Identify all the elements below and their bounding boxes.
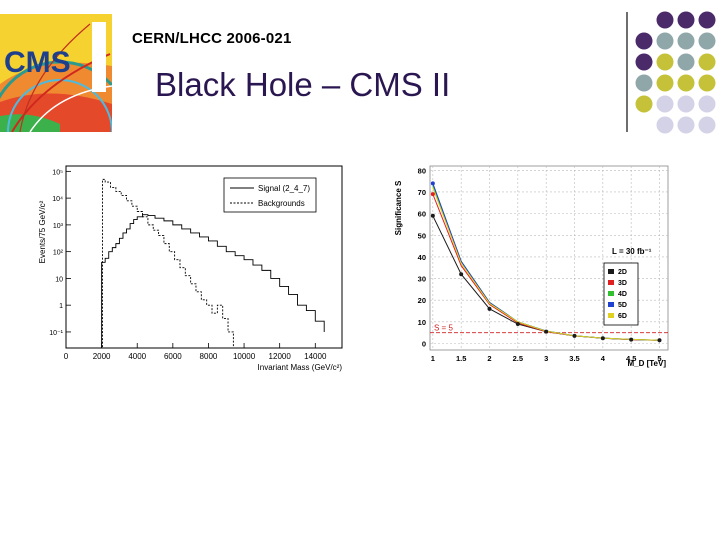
x-tick-label: 2: [487, 354, 491, 363]
report-id: CERN/LHCC 2006-021: [132, 30, 292, 47]
invariant-mass-chart: 10⁻¹ 1 10 10² 10³ 10⁴ 10⁵ 0 2000 4000 6000 8000 100…: [38, 165, 343, 372]
data-point: [487, 306, 492, 311]
divider-line: [626, 12, 628, 132]
x-axis-label: Invariant Mass (GeV/c²): [258, 363, 343, 372]
y-axis-label: Significance S: [394, 180, 403, 235]
y-tick-label: 10: [418, 318, 426, 327]
data-point: [629, 337, 634, 342]
x-tick-label: 2.5: [513, 354, 523, 363]
decorative-dot: [656, 11, 674, 29]
decorative-dot: [656, 53, 674, 71]
decorative-dot: [698, 74, 716, 92]
y-tick-label: 30: [418, 275, 426, 284]
y-tick-label: 0: [422, 340, 426, 349]
decorative-dot: [698, 11, 716, 29]
decorative-dot-grid: [635, 11, 716, 134]
y-tick-label: 10⁵: [52, 169, 63, 176]
y-tick-label: 50: [418, 231, 426, 240]
data-point: [430, 181, 435, 186]
threshold-label: S = 5: [434, 324, 453, 333]
decorative-dot: [656, 95, 674, 113]
y-tick-label: 10³: [53, 223, 64, 230]
x-tick-label: 4000: [128, 352, 146, 361]
y-tick-label: 40: [418, 253, 426, 262]
legend-swatch: [608, 280, 614, 285]
decorative-dot: [656, 116, 674, 134]
legend-swatch: [608, 269, 614, 274]
legend-entry: 4D: [618, 291, 627, 298]
x-tick-label: 2000: [93, 352, 111, 361]
slide-title: Black Hole – CMS II: [155, 66, 451, 103]
decorative-dot: [698, 32, 716, 50]
decorative-dot: [635, 53, 653, 71]
decorative-dot: [635, 74, 653, 92]
legend: 2D 3D 4D 5D 6D: [603, 262, 639, 326]
y-tick-label: 1: [59, 303, 63, 310]
x-tick-label: 6000: [164, 352, 182, 361]
decorative-dot: [677, 32, 695, 50]
decorative-dot: [656, 74, 674, 92]
data-point: [600, 336, 605, 341]
x-tick-label: 10000: [233, 352, 256, 361]
legend-entry: 2D: [618, 269, 627, 276]
legend-swatch: [608, 291, 614, 296]
x-tick-label: 8000: [200, 352, 218, 361]
decorative-dot: [677, 95, 695, 113]
x-tick-label: 4.5: [626, 354, 636, 363]
decorative-dot: [698, 116, 716, 134]
decorative-dot: [656, 32, 674, 50]
data-point: [430, 213, 435, 218]
series-backgrounds: [99, 178, 234, 349]
data-point: [657, 338, 662, 343]
y-tick-label: 10: [55, 276, 63, 283]
luminosity-label: L = 30 fb⁻¹: [612, 247, 652, 256]
cms-logo: CMS: [0, 14, 112, 132]
significance-chart: 0 10 20 30 40 50 60 70 80 1 1.5 2 2.5 3 3.5 4 4.5 5 S = …: [394, 165, 669, 368]
data-point: [459, 272, 464, 277]
x-tick-label: 14000: [304, 352, 327, 361]
x-tick-label: 5: [657, 354, 661, 363]
legend-signal: Signal (2_4_7): [258, 184, 310, 193]
legend-swatch: [608, 302, 614, 307]
decorative-dot: [698, 53, 716, 71]
series-signal: [99, 214, 325, 349]
x-tick-label: 12000: [269, 352, 292, 361]
y-axis-label: Events/75 GeV/c²: [38, 200, 47, 263]
legend-backgrounds: Backgrounds: [258, 199, 305, 208]
logo-text: CMS: [4, 46, 71, 79]
data-point: [430, 192, 435, 197]
y-tick-label: 20: [418, 296, 426, 305]
decorative-dot: [677, 53, 695, 71]
decorative-dot: [635, 32, 653, 50]
x-tick-label: 3.5: [569, 354, 579, 363]
legend-swatch: [608, 313, 614, 318]
x-tick-label: 4: [601, 354, 606, 363]
legend-entry: 5D: [618, 302, 627, 309]
decorative-dot: [677, 74, 695, 92]
y-tick-label: 10²: [53, 250, 64, 257]
decorative-dot: [635, 95, 653, 113]
data-point: [544, 329, 549, 334]
data-point: [572, 333, 577, 338]
x-tick-label: 0: [64, 352, 69, 361]
decorative-dot: [677, 116, 695, 134]
x-axis-label: M_D [TeV]: [627, 359, 666, 368]
x-tick-label: 1: [431, 354, 435, 363]
decorative-dot: [677, 11, 695, 29]
decorative-dot: [698, 95, 716, 113]
legend: Signal (2_4_7) Backgrounds: [223, 177, 317, 213]
x-tick-label: 3: [544, 354, 548, 363]
y-tick-label: 10⁴: [52, 196, 63, 203]
x-tick-label: 1.5: [456, 354, 466, 363]
y-tick-label: 70: [418, 188, 426, 197]
legend-entry: 6D: [618, 313, 627, 320]
legend-entry: 3D: [618, 280, 627, 287]
y-tick-label: 60: [418, 210, 426, 219]
data-point: [515, 322, 520, 327]
y-tick-label: 80: [418, 166, 426, 175]
y-tick-label: 10⁻¹: [49, 330, 63, 337]
